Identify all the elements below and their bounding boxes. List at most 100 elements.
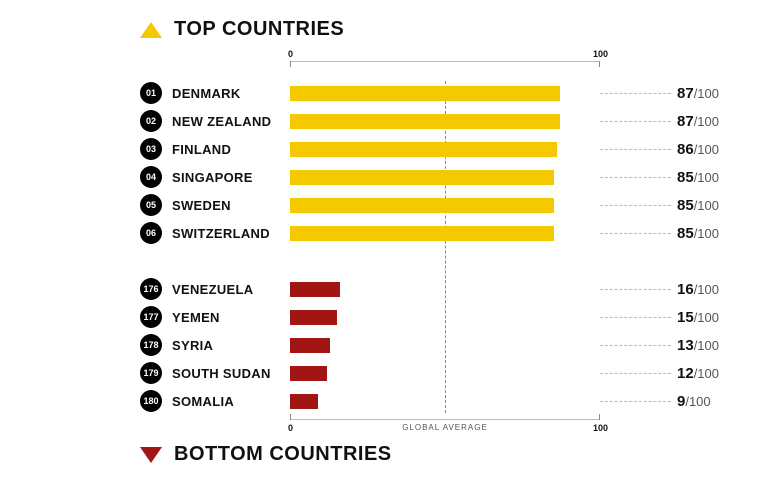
country-name: NEW ZEALAND [172, 114, 290, 129]
country-name: SINGAPORE [172, 170, 290, 185]
rank-badge: 02 [140, 110, 162, 132]
section-gap [140, 249, 739, 277]
leader-line [600, 289, 671, 290]
triangle-down-icon [140, 447, 162, 463]
chart-area: 0 100 01 DENMARK 87/100 02 NEW ZEALAND 87/100… [140, 61, 739, 433]
leader-line [600, 121, 671, 122]
scale-tick [599, 414, 600, 420]
leader-line [600, 401, 671, 402]
value-label: 15/100 [677, 309, 739, 326]
bar-fill [290, 366, 327, 381]
rank-badge: 01 [140, 82, 162, 104]
bar-track [290, 338, 600, 353]
leader-line [600, 149, 671, 150]
country-row: 03 FINLAND 86/100 [140, 137, 739, 161]
value-label: 86/100 [677, 141, 739, 158]
leader-line [600, 205, 671, 206]
rank-badge: 177 [140, 306, 162, 328]
scale-tick [290, 414, 291, 420]
bar-fill [290, 142, 557, 157]
leader-line [600, 345, 671, 346]
top-title: TOP COUNTRIES [174, 18, 344, 41]
country-name: SYRIA [172, 338, 290, 353]
country-name: SOUTH SUDAN [172, 366, 290, 381]
bottom-title: BOTTOM COUNTRIES [174, 443, 392, 466]
rank-badge: 03 [140, 138, 162, 160]
rank-badge: 180 [140, 390, 162, 412]
scale-min-label: 0 [288, 49, 293, 59]
bar-fill [290, 114, 560, 129]
bottom-scale: 0 100 GLOBAL AVERAGE [290, 419, 600, 433]
bar-fill [290, 226, 554, 241]
rank-badge: 178 [140, 334, 162, 356]
bar-fill [290, 338, 330, 353]
rank-badge: 05 [140, 194, 162, 216]
country-name: SWITZERLAND [172, 226, 290, 241]
value-label: 9/100 [677, 393, 739, 410]
country-row: 02 NEW ZEALAND 87/100 [140, 109, 739, 133]
bar-fill [290, 310, 337, 325]
value-label: 13/100 [677, 337, 739, 354]
bar-track [290, 142, 600, 157]
country-row: 01 DENMARK 87/100 [140, 81, 739, 105]
country-row: 04 SINGAPORE 85/100 [140, 165, 739, 189]
bar-track [290, 282, 600, 297]
country-name: YEMEN [172, 310, 290, 325]
country-name: FINLAND [172, 142, 290, 157]
leader-line [600, 177, 671, 178]
bar-track [290, 226, 600, 241]
scale-max-label: 100 [593, 49, 608, 59]
value-label: 85/100 [677, 197, 739, 214]
value-label: 85/100 [677, 169, 739, 186]
rank-badge: 04 [140, 166, 162, 188]
scale-tick [599, 61, 600, 67]
bar-track [290, 86, 600, 101]
global-average-line [445, 81, 446, 413]
country-name: DENMARK [172, 86, 290, 101]
bar-fill [290, 86, 560, 101]
scale-min-label: 0 [288, 423, 293, 433]
value-label: 16/100 [677, 281, 739, 298]
country-row: 179 SOUTH SUDAN 12/100 [140, 361, 739, 385]
triangle-up-icon [140, 22, 162, 38]
bar-fill [290, 198, 554, 213]
bar-track [290, 114, 600, 129]
bar-track [290, 198, 600, 213]
country-row: 176 VENEZUELA 16/100 [140, 277, 739, 301]
top-scale: 0 100 [290, 61, 600, 75]
value-label: 85/100 [677, 225, 739, 242]
rank-badge: 06 [140, 222, 162, 244]
leader-line [600, 93, 671, 94]
rank-badge: 176 [140, 278, 162, 300]
scale-tick [290, 61, 291, 67]
scale-max-label: 100 [593, 423, 608, 433]
scale-axis [290, 61, 600, 62]
country-row: 06 SWITZERLAND 85/100 [140, 221, 739, 245]
scale-axis [290, 419, 600, 420]
bar-fill [290, 170, 554, 185]
top-header: TOP COUNTRIES [140, 18, 739, 41]
value-label: 12/100 [677, 365, 739, 382]
bottom-header: BOTTOM COUNTRIES [140, 443, 739, 466]
country-name: SWEDEN [172, 198, 290, 213]
leader-line [600, 317, 671, 318]
country-name: SOMALIA [172, 394, 290, 409]
bar-rows: 01 DENMARK 87/100 02 NEW ZEALAND 87/100 03 FINL… [140, 81, 739, 413]
bar-track [290, 394, 600, 409]
bar-track [290, 366, 600, 381]
country-row: 177 YEMEN 15/100 [140, 305, 739, 329]
country-row: 05 SWEDEN 85/100 [140, 193, 739, 217]
country-row: 178 SYRIA 13/100 [140, 333, 739, 357]
leader-line [600, 373, 671, 374]
bar-fill [290, 394, 318, 409]
value-label: 87/100 [677, 113, 739, 130]
global-average-label: GLOBAL AVERAGE [402, 423, 488, 432]
bar-fill [290, 282, 340, 297]
leader-line [600, 233, 671, 234]
value-label: 87/100 [677, 85, 739, 102]
rank-badge: 179 [140, 362, 162, 384]
bar-track [290, 310, 600, 325]
country-name: VENEZUELA [172, 282, 290, 297]
country-row: 180 SOMALIA 9/100 [140, 389, 739, 413]
bar-track [290, 170, 600, 185]
